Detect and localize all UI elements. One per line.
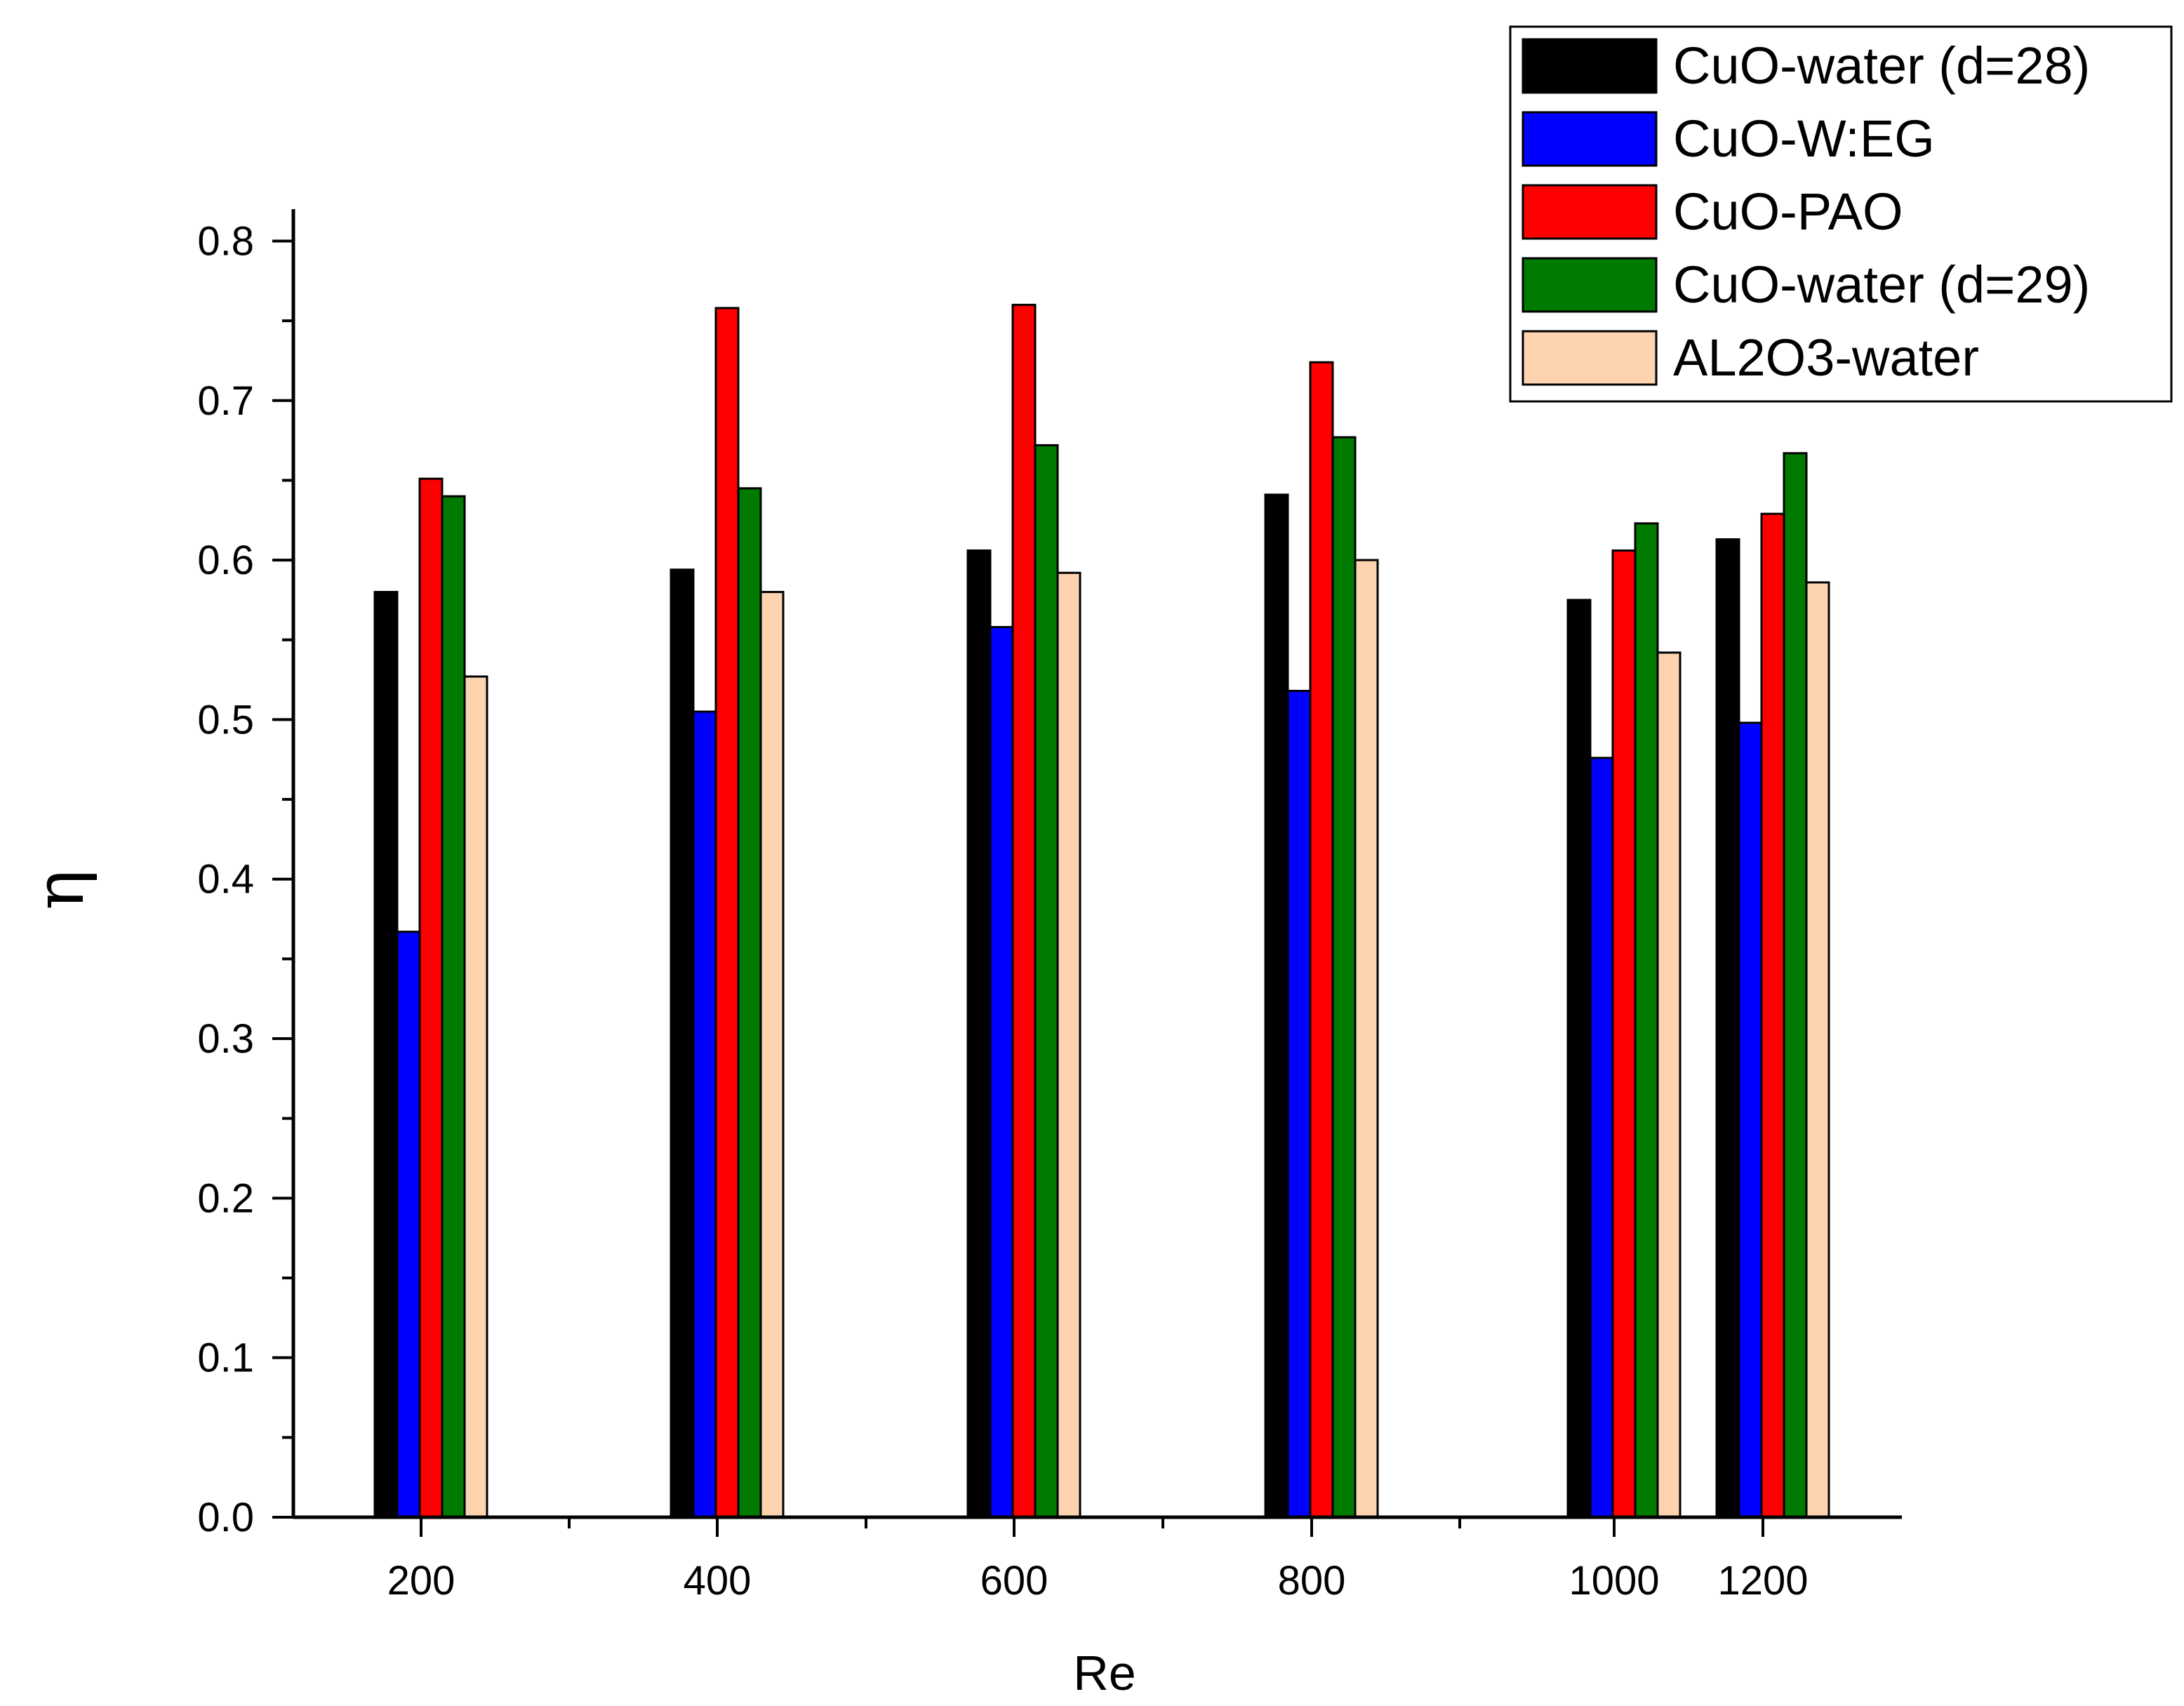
bar <box>1611 549 1637 1519</box>
bar <box>737 487 762 1519</box>
bar <box>670 568 695 1519</box>
ticks-group: 0.0 0.1 0.2 0.3 0.4 0.5 0.6 0.7 0.8 200 400 600 800 1… <box>197 218 1808 1604</box>
bar <box>1331 436 1357 1519</box>
bar <box>1566 599 1592 1519</box>
y-tick-label: 0.3 <box>197 1016 254 1062</box>
legend-label: CuO-water (d=29) <box>1673 255 2090 314</box>
bar <box>1738 721 1763 1519</box>
legend-swatch <box>1522 111 1658 167</box>
bar <box>418 477 444 1519</box>
legend-label: CuO-W:EG <box>1673 109 1935 168</box>
legend-label: CuO-PAO <box>1673 182 1903 241</box>
x-axis-title: Re <box>1073 1646 1136 1700</box>
bar <box>966 549 992 1519</box>
bar <box>1589 757 1614 1519</box>
y-tick-label: 0.0 <box>197 1495 254 1540</box>
bar <box>1056 571 1081 1519</box>
x-tick-label: 400 <box>684 1558 752 1604</box>
bar <box>1715 538 1740 1519</box>
bar <box>1034 444 1059 1519</box>
bar <box>1783 452 1808 1519</box>
x-tick-label: 200 <box>387 1558 455 1604</box>
x-tick-label: 600 <box>980 1558 1048 1604</box>
legend-swatch <box>1522 184 1658 240</box>
bar <box>759 591 785 1519</box>
legend-label: AL2O3-water <box>1673 328 1979 387</box>
legend-swatch <box>1522 38 1658 94</box>
legend-swatch <box>1522 330 1658 386</box>
bar <box>1264 493 1289 1519</box>
bar <box>1309 361 1334 1519</box>
y-tick-label: 0.2 <box>197 1175 254 1221</box>
y-tick-label: 0.4 <box>197 857 254 902</box>
bar <box>1760 512 1785 1519</box>
bar <box>441 495 466 1519</box>
y-tick-label: 0.7 <box>197 378 254 424</box>
bar <box>1805 581 1830 1519</box>
legend-swatch <box>1522 257 1658 313</box>
bar <box>396 931 421 1519</box>
y-axis-title: η <box>20 869 99 910</box>
legend: CuO-water (d=28) CuO-W:EG CuO-PAO CuO-water… <box>1509 25 2173 403</box>
axes-group <box>291 209 1902 1519</box>
x-tick-label: 1000 <box>1569 1558 1659 1604</box>
bar <box>714 307 740 1519</box>
bar <box>1656 651 1682 1519</box>
bar <box>989 626 1014 1519</box>
bars-group <box>373 303 1830 1519</box>
bar <box>463 675 488 1519</box>
bar <box>373 591 399 1519</box>
x-tick-label: 800 <box>1278 1558 1346 1604</box>
bar <box>692 710 717 1519</box>
x-tick-label: 1200 <box>1717 1558 1808 1604</box>
y-tick-label: 0.5 <box>197 697 254 742</box>
y-tick-label: 0.8 <box>197 218 254 264</box>
y-tick-label: 0.1 <box>197 1335 254 1381</box>
bar <box>1634 522 1659 1519</box>
legend-label: CuO-water (d=28) <box>1673 36 2090 95</box>
bar <box>1354 559 1379 1519</box>
y-tick-label: 0.6 <box>197 538 254 583</box>
bar <box>1011 303 1037 1519</box>
bar <box>1286 689 1312 1519</box>
